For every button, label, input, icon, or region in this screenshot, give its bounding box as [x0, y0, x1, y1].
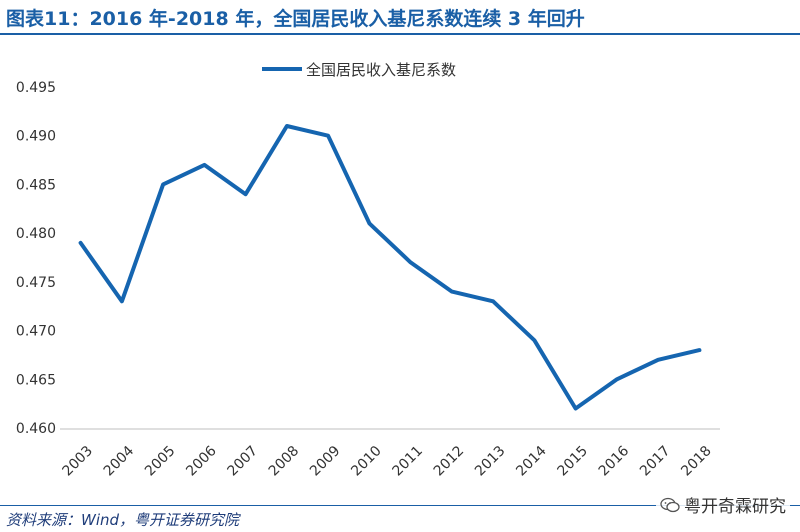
x-tick-label: 2010 [348, 443, 385, 480]
y-tick-label: 0.485 [16, 177, 56, 193]
y-tick-label: 0.490 [16, 129, 56, 145]
chart-title: 图表11：2016 年-2018 年，全国居民收入基尼系数连续 3 年回升 [6, 8, 585, 30]
y-tick-label: 0.470 [16, 324, 56, 340]
x-tick-label: 2011 [390, 443, 427, 480]
y-tick-label: 0.460 [16, 421, 56, 437]
x-tick-label: 2017 [637, 443, 674, 480]
x-tick-label: 2007 [225, 443, 262, 480]
y-tick-label: 0.465 [16, 372, 56, 388]
y-tick-label: 0.480 [16, 226, 56, 242]
title-divider [0, 33, 800, 35]
footer-divider [0, 505, 800, 506]
watermark-text: 粤开奇霖研究 [684, 497, 786, 517]
series-line [78, 124, 702, 411]
x-tick-label: 2014 [513, 443, 550, 480]
source-note: 资料来源：Wind，粤开证券研究院 [6, 511, 240, 529]
x-tick-label: 2005 [142, 443, 179, 480]
x-tick-label: 2004 [101, 443, 138, 480]
x-tick-label: 2018 [678, 443, 715, 480]
x-tick-label: 2012 [431, 443, 468, 480]
x-tick-label: 2009 [307, 443, 344, 480]
x-axis: 2003 2004 2005 2006 2007 2008 2009 2010 2011 2012… [60, 428, 720, 480]
legend-label: 全国居民收入基尼系数 [306, 61, 456, 79]
x-tick-label: 2015 [555, 443, 592, 480]
line-chart: 全国居民收入基尼系数 0.460 0.465 0.470 0.475 0.480 0.48… [16, 61, 720, 480]
watermark: 粤开奇霖研究 [656, 490, 790, 519]
wechat-icon [660, 497, 680, 512]
legend: 全国居民收入基尼系数 [262, 61, 456, 79]
x-tick-label: 2016 [596, 443, 633, 480]
series-group [78, 124, 702, 411]
x-tick-label: 2008 [266, 443, 303, 480]
y-tick-label: 0.495 [16, 80, 56, 96]
x-tick-label: 2013 [472, 443, 509, 480]
x-tick-label: 2003 [60, 443, 97, 480]
y-axis-ticks: 0.460 0.465 0.470 0.475 0.480 0.485 0.490 0.495 [16, 80, 56, 437]
x-tick-label: 2006 [183, 443, 220, 480]
y-tick-label: 0.475 [16, 275, 56, 291]
